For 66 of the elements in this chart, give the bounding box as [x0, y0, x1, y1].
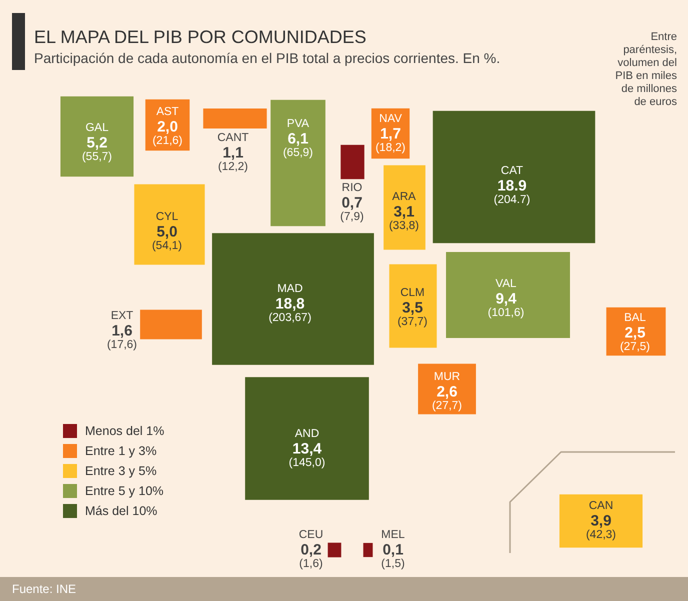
category-label: MUR	[434, 371, 460, 383]
data-label: (37,7)	[397, 316, 428, 328]
category-label: CANT	[217, 132, 249, 144]
category-label: GAL	[85, 122, 110, 134]
text: Entre paréntesis, volumen del PIB en miles de millones de euros	[614, 31, 677, 109]
data-label: 18,8	[275, 296, 305, 312]
data-label: 1,7	[380, 126, 401, 142]
category-label: AST	[156, 106, 179, 118]
category-label: PVA	[286, 118, 310, 130]
legend-label: Entre 1 y 3%	[85, 444, 157, 458]
category-label: BAL	[624, 312, 646, 324]
data-label: 18.9	[497, 178, 527, 194]
data-label: (7,9)	[340, 211, 364, 223]
category-label: VAL	[496, 278, 518, 290]
data-label: (204.7)	[494, 194, 530, 206]
data-label: 2,5	[624, 324, 646, 342]
data-label: (54,1)	[152, 240, 182, 252]
data-label: 5,2	[86, 134, 108, 152]
data-label: 5,0	[156, 224, 178, 240]
legend-label: Entre 5 y 10%	[85, 484, 164, 498]
data-label: 13,4	[292, 440, 322, 458]
category-label: CLM	[400, 287, 425, 299]
data-label: (33,8)	[388, 220, 420, 232]
category-label: CEU	[298, 529, 324, 541]
data-label: (27,5)	[620, 341, 650, 353]
data-label: 0,7	[342, 194, 362, 212]
data-label: (203,67)	[268, 312, 312, 324]
category-label: RIO	[342, 182, 362, 194]
category-label: EXT	[110, 310, 134, 322]
category-label: MEL	[381, 529, 406, 541]
data-label: 3,9	[590, 512, 612, 530]
category-label: AND	[294, 428, 320, 440]
data-label: 0,1	[382, 542, 404, 558]
data-label: (18,2)	[375, 142, 406, 154]
category-label: NAV	[379, 113, 402, 125]
data-label: (101,6)	[488, 307, 524, 319]
data-label: (65,9)	[282, 147, 314, 159]
data-label: (12,2)	[218, 161, 248, 173]
text: Participación de cada autonomía en el PIB total a precios corrientes. En %.	[34, 50, 500, 67]
data-label: 6,1	[288, 130, 308, 148]
data-label: (21,6)	[152, 135, 183, 147]
source-note: Fuente: INE	[12, 581, 76, 598]
category-label: CAT	[500, 165, 524, 177]
data-label: 9,4	[496, 290, 518, 308]
data-label: (145,0)	[288, 457, 326, 469]
data-label: 1,1	[222, 144, 244, 162]
data-label: 2,0	[157, 118, 178, 136]
data-label: (17,6)	[106, 339, 138, 351]
data-label: 3,1	[394, 204, 414, 220]
category-label: ARA	[392, 191, 416, 203]
legend-label: Entre 3 y 5%	[85, 464, 157, 478]
data-label: 3,5	[402, 300, 423, 316]
data-label: (1,6)	[299, 558, 323, 570]
category-label: CYL	[156, 211, 179, 223]
legend-label: Más del 10%	[85, 504, 158, 518]
data-label: (42,3)	[586, 529, 616, 541]
data-label: 2,6	[436, 384, 458, 400]
category-label: CAN	[588, 500, 614, 512]
category-label: MAD	[277, 283, 303, 295]
text: EL MAPA DEL PIB POR COMUNIDADES	[34, 27, 366, 47]
data-label: 1,6	[112, 322, 132, 340]
legend-label: Menos del 1%	[85, 424, 164, 438]
data-label: (1,5)	[381, 558, 405, 570]
data-label: 0,2	[300, 542, 322, 558]
data-label: (27,7)	[432, 400, 462, 412]
data-label: (55,7)	[82, 151, 112, 163]
